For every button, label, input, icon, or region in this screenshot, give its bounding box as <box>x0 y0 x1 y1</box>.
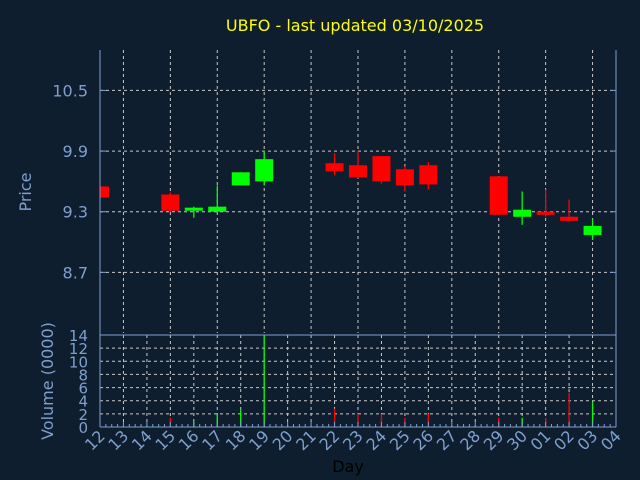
price-tick-label: 10.5 <box>52 81 88 100</box>
price-grid <box>100 50 616 333</box>
candle-body <box>161 194 180 211</box>
volume-grid <box>100 334 616 428</box>
candle-body <box>560 216 579 221</box>
candle-body <box>231 172 250 186</box>
volume-tick-label: 6 <box>78 380 88 398</box>
candle-body <box>372 156 391 182</box>
day-tick-labels: 1213141516171819202122232425262728293001… <box>81 426 625 454</box>
candle-body <box>536 211 555 215</box>
candle-body <box>395 169 414 186</box>
day-axis-label: Day <box>332 457 364 476</box>
volume-tick-label: 8 <box>78 366 88 384</box>
price-tick-label: 9.3 <box>63 203 88 222</box>
candle-body <box>325 163 344 172</box>
volume-tick-label: 14 <box>69 327 88 345</box>
volume-tick-label: 0 <box>78 419 88 437</box>
candle-body <box>489 176 508 215</box>
candle-body <box>513 209 532 217</box>
volume-axis-label: Volume (0000) <box>38 322 57 440</box>
price-tick-label: 8.7 <box>63 263 88 282</box>
candles <box>100 151 602 241</box>
candle-body <box>419 165 438 185</box>
candle-body <box>349 165 367 178</box>
axes <box>99 50 617 428</box>
candle-body <box>583 225 602 235</box>
candle-body <box>255 159 274 182</box>
volume-tick-label: 4 <box>78 393 88 411</box>
volume-tick-label: 10 <box>69 353 88 371</box>
chart-title: UBFO - last updated 03/10/2025 <box>226 16 484 35</box>
candle-body <box>208 206 227 212</box>
volume-tick-label: 2 <box>78 406 88 424</box>
volume-tick-label: 12 <box>69 340 88 358</box>
candle-body <box>100 186 109 198</box>
price-tick-label: 9.9 <box>63 142 88 161</box>
price-tick-labels: 8.7 9.3 9.9 10.5 <box>52 81 88 282</box>
day-tick-label: 04 <box>597 426 625 454</box>
candle-body <box>184 207 203 211</box>
price-axis-label: Price <box>16 172 35 211</box>
